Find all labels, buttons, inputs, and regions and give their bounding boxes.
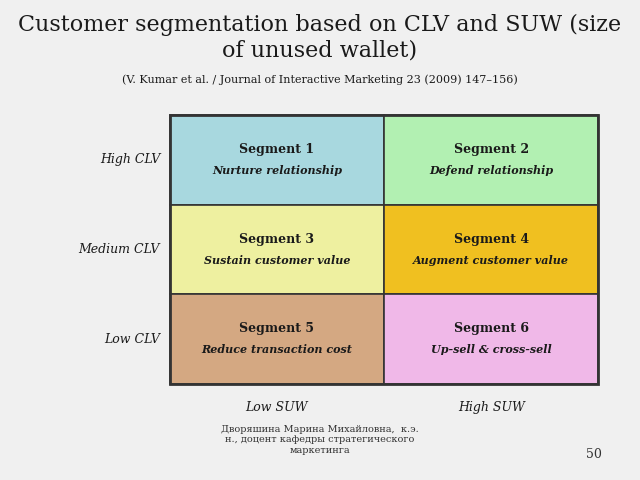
Text: Defend relationship: Defend relationship xyxy=(429,165,553,176)
Text: (V. Kumar et al. / Journal of Interactive Marketing 23 (2009) 147–156): (V. Kumar et al. / Journal of Interactiv… xyxy=(122,74,518,85)
Text: Дворяшина Марина Михайловна,  к.э.
н., доцент кафедры стратегического
маркетинга: Дворяшина Марина Михайловна, к.э. н., до… xyxy=(221,425,419,455)
Text: Segment 2: Segment 2 xyxy=(454,143,529,156)
Text: Low SUW: Low SUW xyxy=(246,401,308,414)
Text: Up-sell & cross-sell: Up-sell & cross-sell xyxy=(431,344,552,355)
Text: Low CLV: Low CLV xyxy=(104,333,160,346)
Text: Segment 1: Segment 1 xyxy=(239,143,314,156)
Text: Segment 5: Segment 5 xyxy=(239,322,314,335)
Text: High SUW: High SUW xyxy=(458,401,525,414)
Text: High CLV: High CLV xyxy=(100,154,160,167)
Text: Segment 6: Segment 6 xyxy=(454,322,529,335)
Text: 50: 50 xyxy=(586,448,602,461)
Text: Medium CLV: Medium CLV xyxy=(79,243,160,256)
Text: Segment 4: Segment 4 xyxy=(454,232,529,246)
Text: Sustain customer value: Sustain customer value xyxy=(204,255,350,265)
Text: Reduce transaction cost: Reduce transaction cost xyxy=(202,344,352,355)
Text: Customer segmentation based on CLV and SUW (size
of unused wallet): Customer segmentation based on CLV and S… xyxy=(19,14,621,62)
Text: Augment customer value: Augment customer value xyxy=(413,255,569,265)
Text: Nurture relationship: Nurture relationship xyxy=(212,165,342,176)
Text: Segment 3: Segment 3 xyxy=(239,232,314,246)
